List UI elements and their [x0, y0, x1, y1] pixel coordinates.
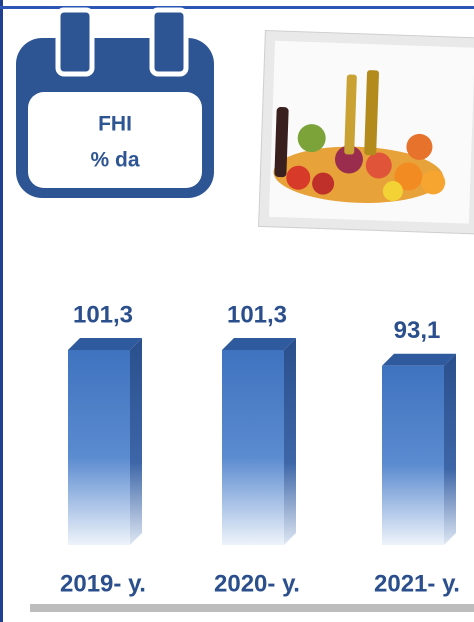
- base-bar: [30, 604, 474, 612]
- bar-top: [382, 354, 456, 366]
- value-label: 93,1: [394, 317, 441, 344]
- bar: [382, 366, 444, 545]
- value-label: 101,3: [73, 301, 133, 328]
- x-tick-label: 2021- у.: [374, 570, 460, 597]
- icon-title: FHI: [98, 113, 132, 136]
- frame-left: [0, 0, 3, 622]
- bar-side: [130, 338, 142, 545]
- chart: FHI % da 101,3 2019- у. 101,3 2020- у. 93,1 2…: [0, 0, 474, 622]
- bar: [222, 350, 284, 545]
- photo: [259, 30, 474, 233]
- bar: [68, 350, 130, 545]
- icon-subtitle: % da: [90, 149, 139, 172]
- bar-top: [222, 338, 296, 350]
- bar-side: [444, 354, 456, 545]
- x-tick-label: 2020- у.: [214, 570, 300, 597]
- bar-top: [68, 338, 142, 350]
- x-tick-label: 2019- у.: [60, 570, 146, 597]
- bar-side: [284, 338, 296, 545]
- value-label: 101,3: [227, 301, 287, 328]
